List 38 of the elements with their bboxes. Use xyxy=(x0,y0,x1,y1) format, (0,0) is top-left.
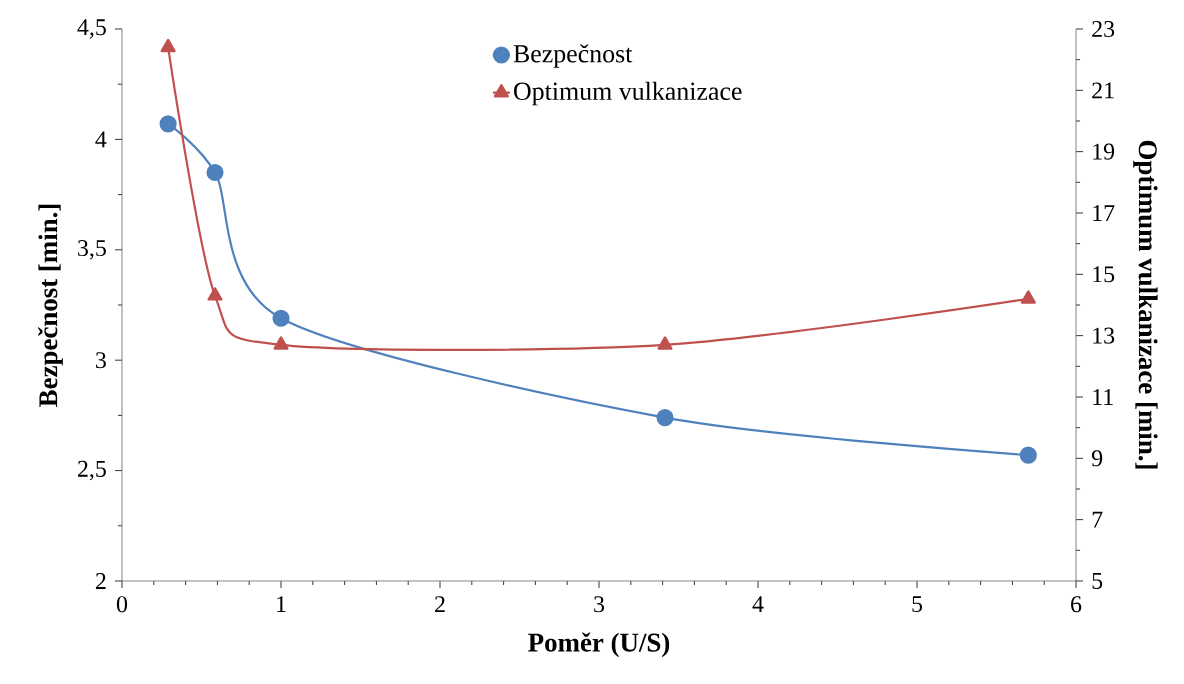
point xyxy=(656,409,674,427)
x-tick-label: 5 xyxy=(912,596,923,613)
y-tick-label: 4,5 xyxy=(77,19,106,39)
y2-tick-label: 17 xyxy=(1093,205,1115,221)
point xyxy=(159,115,177,133)
x-tick-label: 0 xyxy=(116,596,128,613)
legend-label: Optimum vulkanizace xyxy=(514,81,742,106)
legend-label: Bezpečnost xyxy=(513,44,633,68)
y2-tick-label: 7 xyxy=(1092,511,1103,528)
point xyxy=(206,163,224,182)
y2-tick-label: 19 xyxy=(1093,143,1115,160)
y-axis-title: Bezpečnost [min.] xyxy=(38,204,63,407)
y2-tick-label: 15 xyxy=(1093,266,1115,283)
x-axis-title: Poměr (U/S) xyxy=(528,632,670,658)
x-tick-label: 4 xyxy=(752,596,764,612)
y2-tick-label: 9 xyxy=(1091,450,1103,467)
x-tick-label: 3 xyxy=(594,596,605,613)
x-tick-label: 6 xyxy=(1071,596,1082,613)
y-tick-label: 2 xyxy=(95,573,106,589)
point xyxy=(207,287,223,301)
point xyxy=(1020,290,1036,304)
point xyxy=(657,336,673,350)
y-tick-label: 3,5 xyxy=(78,240,106,260)
x-tick-label: 1 xyxy=(277,596,286,612)
point xyxy=(160,38,176,53)
y2-tick-label: 13 xyxy=(1093,327,1115,344)
point xyxy=(1019,446,1037,464)
x-tick-label: 2 xyxy=(435,596,445,612)
y-tick-label: 2,5 xyxy=(78,460,106,481)
y-tick-label: 4 xyxy=(95,131,107,148)
y2-tick-label: 11 xyxy=(1093,389,1113,405)
y2-tick-label: 21 xyxy=(1092,82,1114,99)
y-tick-label: 3 xyxy=(96,352,106,369)
y2-axis-title: Optimum vulkanizace [min.] xyxy=(1133,140,1158,469)
point xyxy=(273,336,289,350)
y2-tick-label: 5 xyxy=(1092,573,1103,589)
point xyxy=(272,309,290,327)
y2-tick-label: 23 xyxy=(1092,20,1115,38)
